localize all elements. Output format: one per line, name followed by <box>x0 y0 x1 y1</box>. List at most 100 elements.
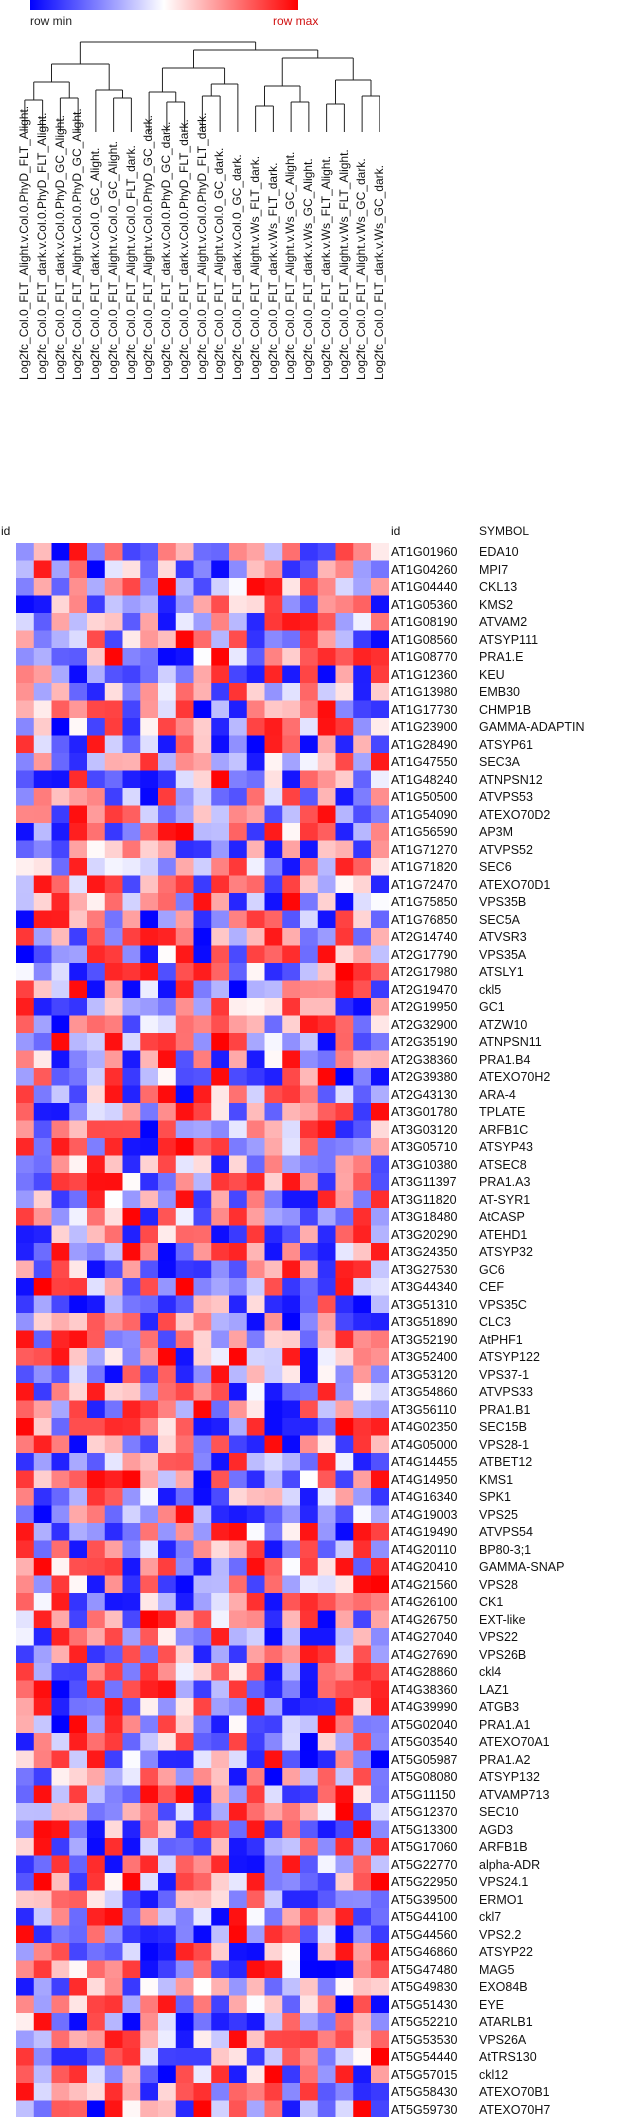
heatmap-cell <box>175 1978 194 1996</box>
heatmap-cell <box>371 1715 389 1734</box>
heatmap-cell <box>175 1908 194 1926</box>
heatmap-cell <box>353 1120 372 1139</box>
heatmap-cell <box>122 613 141 631</box>
heatmap-cell <box>335 1943 354 1961</box>
heatmap-cell <box>122 1470 141 1489</box>
heatmap-cell <box>211 1470 230 1489</box>
heatmap-cell <box>16 1680 35 1699</box>
heatmap-cell <box>69 753 88 771</box>
heatmap-cell <box>335 1453 354 1471</box>
heatmap-cell <box>140 2065 159 2084</box>
heatmap-cell <box>371 1803 389 1821</box>
heatmap-cell <box>69 1050 88 1069</box>
row-id: AT3G52400 <box>391 1350 458 1364</box>
heatmap-cell <box>282 630 301 649</box>
row-symbol: VPS25 <box>479 1507 518 1522</box>
heatmap-cell <box>335 910 354 929</box>
row-id: AT1G08770 <box>391 650 458 664</box>
heatmap-cell <box>140 1295 159 1314</box>
heatmap-cell <box>193 1383 212 1401</box>
heatmap-cell <box>193 1400 212 1419</box>
heatmap-cell <box>16 1838 35 1856</box>
heatmap-cell <box>371 1540 389 1559</box>
heatmap-cell <box>69 945 88 964</box>
heatmap-cell <box>353 1698 372 1716</box>
heatmap-cell <box>33 560 52 579</box>
heatmap-cell <box>122 1453 141 1471</box>
heatmap-cell <box>229 1435 248 1454</box>
heatmap-cell <box>282 2030 301 2049</box>
row-symbol: VPS35C <box>479 1297 527 1312</box>
heatmap-cell <box>264 1120 283 1139</box>
heatmap-cell <box>300 1418 319 1436</box>
heatmap-cell <box>33 805 52 824</box>
heatmap-cell <box>353 1750 372 1769</box>
heatmap-cell <box>300 2013 319 2031</box>
heatmap-cell <box>282 1033 301 1051</box>
row-id: AT4G20110 <box>391 1542 457 1557</box>
heatmap-cell <box>246 893 265 911</box>
heatmap-cell <box>33 980 52 999</box>
heatmap-cell <box>122 1208 141 1226</box>
heatmap-cell <box>140 613 159 631</box>
heatmap-cell <box>140 2030 159 2049</box>
heatmap-cell <box>335 753 354 771</box>
heatmap-cell <box>51 1873 70 1891</box>
heatmap-cell <box>158 998 177 1016</box>
heatmap-cell <box>175 1015 194 1034</box>
heatmap-cell <box>104 2013 123 2031</box>
heatmap-cell <box>229 560 248 579</box>
heatmap-cell <box>246 1103 265 1121</box>
heatmap-cell <box>33 1873 52 1891</box>
heatmap-cell <box>229 1225 248 1244</box>
heatmap-cell <box>193 1698 212 1716</box>
heatmap-cell <box>335 805 354 824</box>
heatmap-cell <box>335 823 354 841</box>
heatmap-cell <box>16 823 35 841</box>
heatmap-cell <box>104 665 123 684</box>
heatmap-cell <box>300 1995 319 2014</box>
heatmap-cell <box>264 683 283 701</box>
heatmap-cell <box>264 1155 283 1174</box>
heatmap-cell <box>264 700 283 719</box>
heatmap-cell <box>33 1453 52 1471</box>
heatmap-cell <box>246 805 265 824</box>
heatmap-cell <box>264 980 283 999</box>
heatmap-cell <box>16 1015 35 1034</box>
heatmap-cell <box>87 1785 106 1804</box>
heatmap-cell <box>87 1663 106 1681</box>
heatmap-cell <box>51 2083 70 2101</box>
heatmap-cell <box>229 1750 248 1769</box>
heatmap-cell <box>193 1943 212 1961</box>
heatmap-cell <box>229 735 248 754</box>
heatmap-cell <box>371 945 389 964</box>
heatmap-cell <box>104 1085 123 1104</box>
heatmap-cell <box>104 805 123 824</box>
heatmap-cell <box>229 1120 248 1139</box>
heatmap-cell <box>193 543 212 561</box>
row-symbol: ATEXO70A1 <box>479 1735 550 1749</box>
heatmap-cell <box>229 1295 248 1314</box>
heatmap-cell <box>69 1645 88 1664</box>
heatmap-cell <box>104 1750 123 1769</box>
heatmap-cell <box>300 1313 319 1331</box>
heatmap-cell <box>371 1085 389 1104</box>
heatmap-cell <box>300 630 319 649</box>
heatmap-cell <box>300 770 319 789</box>
column-label: Log2fc_Col.0_FLT_Alight.v.Col.0.PhyD_GC_… <box>70 108 85 380</box>
heatmap-cell <box>51 1418 70 1436</box>
heatmap-cell <box>193 998 212 1016</box>
heatmap-cell <box>335 1698 354 1716</box>
heatmap-cell <box>175 1383 194 1401</box>
heatmap-cell <box>317 1593 336 1611</box>
heatmap-cell <box>51 1278 70 1296</box>
heatmap-cell <box>282 2100 301 2117</box>
heatmap-cell <box>104 2083 123 2101</box>
heatmap-cell <box>317 1873 336 1891</box>
heatmap-cell <box>175 823 194 841</box>
heatmap-cell <box>335 1348 354 1366</box>
row-id: AT2G43130 <box>391 1087 458 1102</box>
heatmap-cell <box>264 945 283 964</box>
heatmap-cell <box>87 2048 106 2066</box>
heatmap-cell <box>175 1260 194 1279</box>
